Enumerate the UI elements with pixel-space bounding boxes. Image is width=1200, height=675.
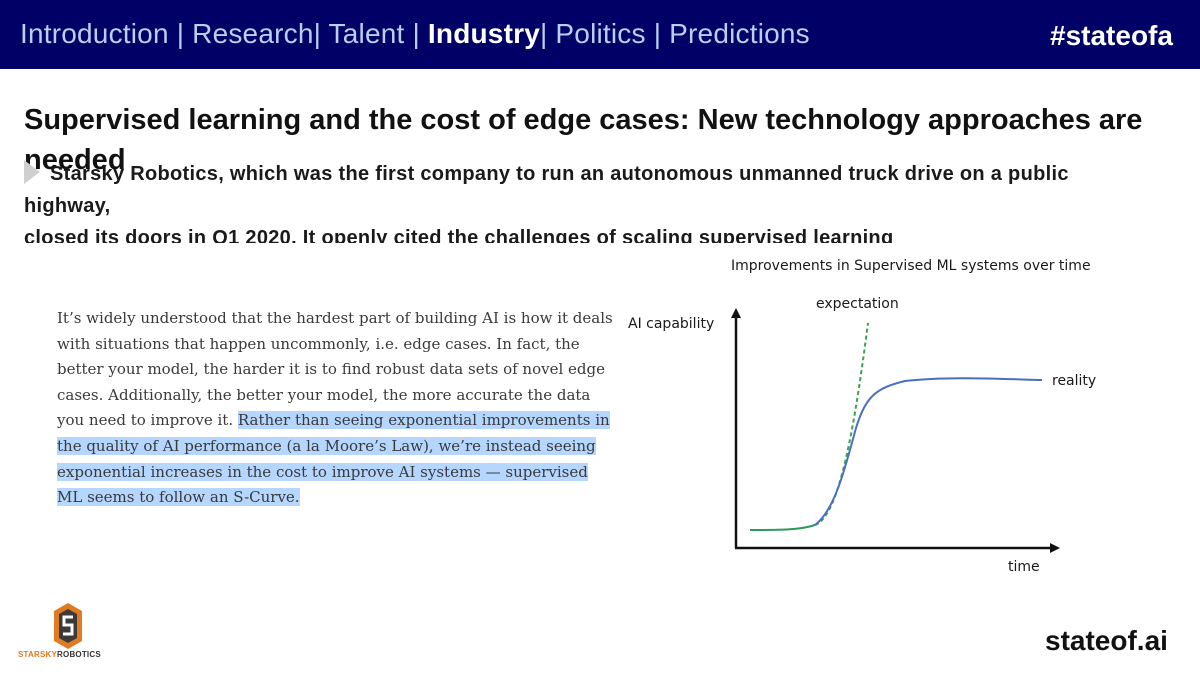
nav-separator: | [168, 18, 193, 49]
bullet-text: Starsky Robotics, which was the first co… [24, 158, 1154, 243]
series-label-expectation: expectation [816, 296, 899, 312]
x-axis-label: time [1008, 559, 1040, 575]
nav-item-research[interactable]: Research [192, 18, 314, 49]
series-label-reality: reality [1052, 373, 1096, 389]
starsky-logo: STARSKYROBOTICS [12, 601, 130, 661]
series-expectation-line [814, 322, 869, 526]
bullet-line-1: Starsky Robotics, which was the first co… [24, 163, 1069, 217]
footer-site-label: stateof.ai [1045, 625, 1168, 656]
starsky-logo-mark [54, 603, 82, 649]
nav-item-talent[interactable]: Talent [328, 18, 405, 49]
section-nav: Introduction | Research| Talent | Indust… [20, 18, 810, 50]
bullet-block: Starsky Robotics, which was the first co… [24, 155, 1174, 243]
series-reality-line [814, 377, 1043, 526]
chart-title: Improvements in Supervised ML systems ov… [731, 258, 1091, 274]
top-navigation-bar: Introduction | Research| Talent | Indust… [0, 0, 1200, 69]
s-curve-chart: Improvements in Supervised ML systems ov… [628, 258, 1096, 575]
hashtag-label: #stateofa [1050, 20, 1173, 51]
nav-item-introduction[interactable]: Introduction [20, 18, 169, 49]
quote-excerpt: It’s widely understood that the hardest … [57, 306, 617, 511]
nav-separator: | [539, 18, 556, 49]
nav-item-politics[interactable]: Politics [555, 18, 646, 49]
y-axis-label: AI capability [628, 316, 714, 332]
bullet-arrow-icon [24, 160, 40, 184]
nav-separator: | [404, 18, 428, 49]
nav-item-predictions[interactable]: Predictions [669, 18, 810, 49]
nav-item-industry[interactable]: Industry [427, 18, 540, 49]
nav-separator: | [313, 18, 329, 49]
bullet-line-2: closed its doors in Q1 2020. It openly c… [24, 227, 894, 243]
starsky-logo-wordmark: STARSKYROBOTICS [18, 650, 101, 659]
slide-title: Supervised learning and the cost of edge… [24, 104, 1143, 176]
series-reality-start [749, 524, 816, 531]
nav-separator: | [645, 18, 670, 49]
quote-plain-text: It’s widely understood that the hardest … [57, 309, 613, 430]
